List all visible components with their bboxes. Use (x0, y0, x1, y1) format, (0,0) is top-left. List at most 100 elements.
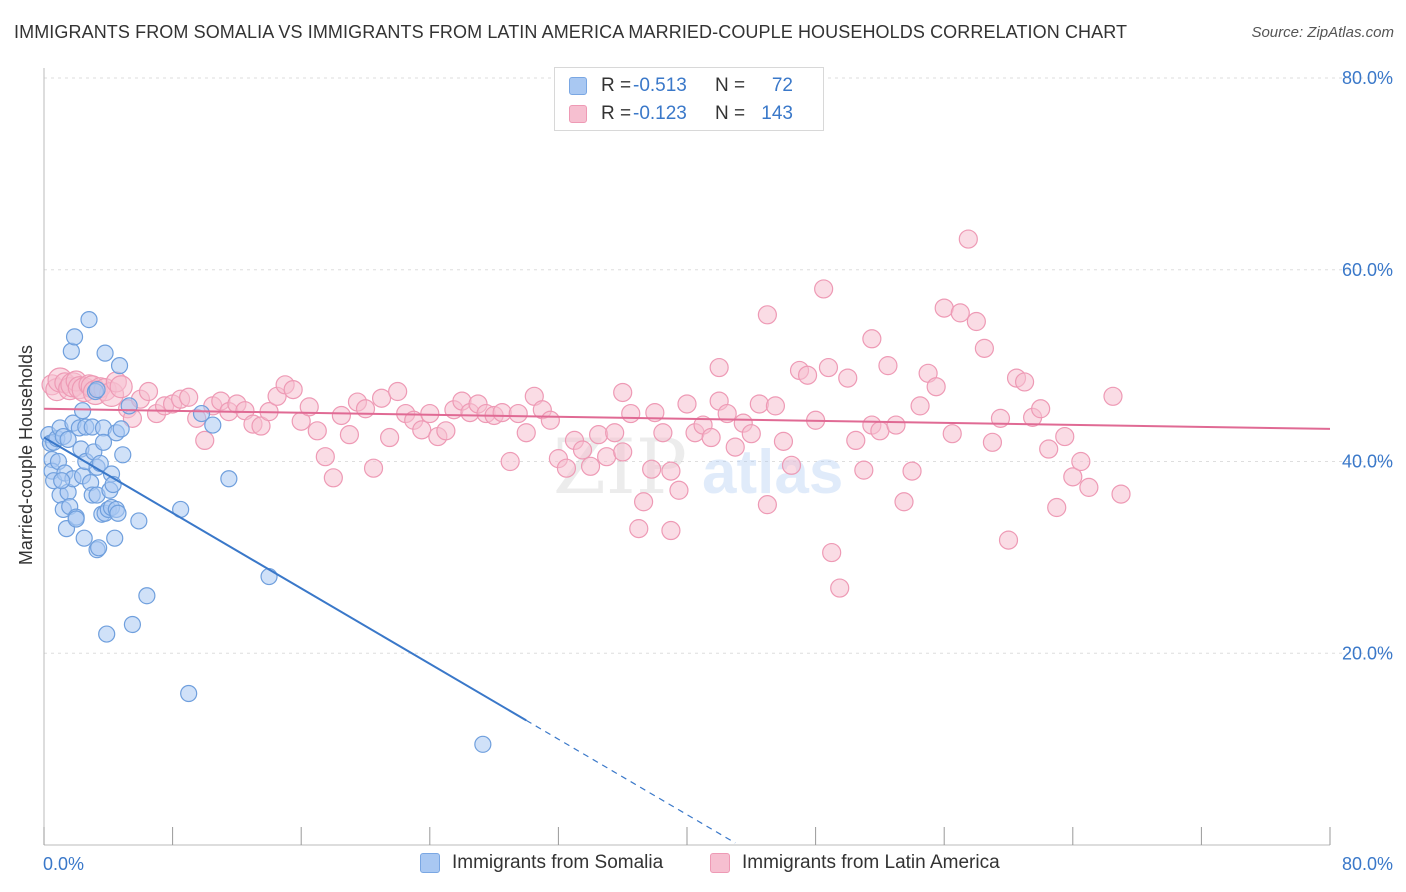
latin-america-point (299, 397, 319, 417)
latin-america-point (757, 495, 777, 515)
latin-america-point (355, 399, 376, 419)
latin-america-point (950, 303, 970, 323)
somalia-swatch (569, 77, 587, 95)
latin-america-point (870, 421, 890, 441)
latin-america-point (633, 492, 654, 512)
stats-row-latin-america: R = -0.123 N = 143 (569, 101, 793, 127)
latin-america-point (781, 455, 802, 475)
legend-item-somalia[interactable]: Immigrants from Somalia (420, 852, 663, 874)
somalia-points (40, 311, 492, 753)
latin-america-point (412, 420, 432, 440)
somalia-point (110, 357, 129, 375)
somalia-point (109, 504, 127, 522)
somalia-point (180, 684, 198, 703)
n-value: 143 (761, 103, 793, 124)
watermark-atlas: atlas (702, 438, 843, 507)
latin-america-point (508, 403, 528, 424)
latin-america-point (741, 424, 761, 444)
latin-america-point (982, 432, 1003, 452)
somalia-point (112, 420, 130, 438)
r-label: R = (601, 103, 632, 124)
latin-america-point (854, 460, 874, 480)
y-axis-label: Married-couple Households (16, 345, 36, 565)
latin-america-swatch (569, 105, 587, 123)
latin-america-point (629, 519, 649, 539)
y-tick-label: 80.0% (1342, 68, 1393, 88)
latin-america-point (1031, 399, 1051, 419)
latin-america-point (138, 381, 159, 402)
latin-america-point (926, 377, 946, 397)
latin-america-point (1055, 426, 1075, 447)
latin-america-point (653, 423, 673, 443)
latin-america-point (765, 396, 786, 416)
legend-label-latin-america: Immigrants from Latin America (742, 852, 1000, 873)
axes (43, 68, 1331, 846)
latin-america-point (677, 394, 697, 414)
somalia-point (114, 446, 132, 464)
y-tick-label: 60.0% (1342, 260, 1393, 280)
somalia-point (90, 539, 108, 557)
latin-america-point (315, 447, 335, 467)
latin-america-swatch (710, 853, 730, 873)
somalia-trend-extension (525, 719, 736, 844)
latin-america-point (195, 430, 215, 451)
latin-america-point (818, 357, 839, 378)
somalia-point (88, 380, 106, 399)
r-value: -0.513 (633, 75, 687, 96)
chart-title: IMMIGRANTS FROM SOMALIA VS IMMIGRANTS FR… (14, 22, 1128, 42)
latin-america-point (436, 421, 456, 441)
latin-america-point (307, 421, 327, 441)
stats-legend: R = -0.513 N = 72 R = -0.123 N = 143 (554, 67, 824, 131)
legend-item-latin-america[interactable]: Immigrants from Latin America (710, 852, 1000, 874)
x-tick-label: 0.0% (43, 854, 84, 874)
latin-america-point (642, 459, 662, 479)
somalia-swatch (420, 853, 440, 873)
stats-row-somalia: R = -0.513 N = 72 (569, 73, 793, 99)
latin-america-point (572, 440, 593, 460)
latin-america-point (1103, 386, 1123, 406)
somalia-trend-line (43, 436, 527, 722)
y-tick-label: 40.0% (1342, 452, 1393, 472)
somalia-point (98, 625, 116, 643)
n-label: N = (715, 103, 746, 124)
latin-america-point (363, 458, 384, 478)
latin-america-point (974, 338, 994, 358)
somalia-point (123, 615, 142, 634)
somalia-point (94, 433, 113, 451)
latin-america-point (814, 279, 834, 299)
somalia-point (106, 529, 124, 547)
y-tick-label: 20.0% (1342, 643, 1393, 663)
latin-america-point (822, 542, 842, 563)
somalia-point (80, 311, 98, 329)
latin-america-point (749, 394, 769, 414)
r-label: R = (601, 75, 632, 96)
latin-america-point (830, 578, 850, 598)
latin-america-point (942, 424, 962, 444)
source-label: Source: ZipAtlas.com (1251, 24, 1394, 41)
latin-america-point (669, 480, 689, 500)
latin-america-point (725, 437, 745, 457)
latin-america-point (838, 368, 858, 388)
latin-america-point (556, 458, 577, 478)
latin-america-point (1111, 484, 1131, 504)
latin-america-point (797, 365, 818, 385)
latin-america-point (894, 492, 914, 512)
latin-america-point (958, 229, 978, 249)
somalia-point (73, 402, 92, 420)
latin-america-point (717, 403, 737, 424)
latin-america-point (886, 415, 906, 435)
somalia-point (62, 342, 80, 360)
latin-america-point (966, 311, 986, 332)
latin-america-point (588, 425, 609, 445)
r-value: -0.123 (633, 103, 687, 124)
latin-america-point (1039, 439, 1059, 459)
series-legend: Immigrants from Somalia Immigrants from … (0, 852, 1406, 876)
latin-america-point (621, 403, 641, 424)
somalia-point (65, 328, 84, 346)
latin-america-point (613, 382, 633, 403)
latin-america-point (902, 461, 922, 481)
somalia-point (138, 587, 156, 605)
somalia-point (75, 529, 93, 547)
somalia-point (130, 512, 148, 530)
